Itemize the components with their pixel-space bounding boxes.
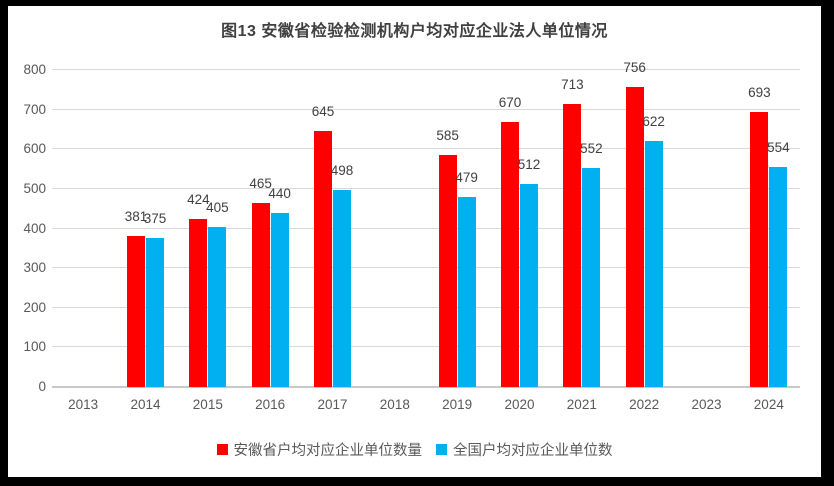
y-tick-label: 400 [23,220,46,236]
bar-value-label: 498 [330,162,354,178]
gridline [52,108,800,110]
legend-item: 安徽省户均对应企业单位数量 [216,439,423,460]
bar-value-label: 622 [642,113,665,129]
legend-item: 全国户均对应企业单位数 [436,439,613,460]
bar-value-label: 405 [206,199,229,215]
bar-series0-2021 [563,104,582,387]
y-tick-label: 100 [23,339,46,355]
chart-frame: 图13 安徽省检验检测机构户均对应企业法人单位情况 0 100 200 300 400 5… [8,6,821,477]
legend: 安徽省户均对应企业单位数量 全国户均对应企业单位数 [8,439,821,460]
bar-series0-2015 [189,219,208,387]
bar-value-label: 713 [561,77,584,93]
x-tick-label: 2020 [504,397,535,412]
bar-series0-2022 [625,87,644,387]
bar-series0-2016 [251,202,270,387]
y-axis: 0 100 200 300 400 500 600 700 800 [8,62,46,394]
bar-value-label: 381 [124,209,148,225]
gridline [52,346,800,348]
x-tick-label: 2014 [130,397,161,412]
legend-label: 安徽省户均对应企业单位数量 [233,443,423,459]
bar-series0-2020 [501,121,519,387]
x-axis: 2013 2014 2015 2016 2017 2018 2019 2020 2021 2022… [52,397,800,415]
bar-value-label: 479 [455,170,478,186]
bar-value-label: 670 [498,94,522,110]
bar-series1-2021 [582,168,601,387]
x-tick-label: 2021 [566,397,597,412]
y-tick-label: 700 [23,101,46,117]
y-tick-label: 200 [23,299,46,315]
x-tick-label: 2019 [442,397,473,412]
bar-value-label: 424 [187,192,210,207]
gridline [52,306,800,308]
x-tick-label: 2024 [753,397,784,412]
bar-value-label: 585 [436,128,459,144]
legend-label: 全国户均对应企业单位数 [453,443,613,459]
bar-series0-2017 [314,131,332,387]
x-tick-label: 2018 [379,397,410,412]
x-tick-label: 2013 [68,397,99,412]
x-tick-label: 2023 [691,397,722,412]
bar-series1-2020 [520,184,538,387]
chart-title: 图13 安徽省检验检测机构户均对应企业法人单位情况 [221,23,608,40]
gridline [52,227,800,229]
x-tick-label: 2015 [192,397,223,412]
bar-series1-2016 [270,212,289,387]
gridline [52,187,800,189]
x-tick-label: 2016 [255,397,286,412]
bar-series1-2017 [333,189,351,387]
bar-series0-2024 [750,112,769,387]
bar-series0-2019 [438,155,457,387]
bar-value-label: 756 [623,60,646,76]
bar-value-label: 693 [748,85,771,101]
x-tick-label: 2017 [317,397,348,412]
bar-value-label: 552 [580,141,603,157]
bar-series1-2022 [644,140,663,387]
gridline [52,69,800,70]
y-tick-label: 0 [38,379,46,394]
bar-value-label: 554 [767,140,790,156]
y-tick-label: 500 [23,180,46,196]
bar-value-label: 440 [268,185,291,201]
gridline [52,148,800,150]
y-tick-label: 300 [23,260,46,276]
gridline [52,267,800,269]
bar-series1-2014 [146,238,164,387]
x-tick-label: 2022 [629,397,660,412]
bar-value-label: 645 [311,104,335,120]
legend-swatch-icon [216,444,228,455]
bar-series1-2024 [769,167,788,387]
bar-series1-2019 [457,197,476,387]
y-tick-label: 600 [23,141,46,157]
bar-value-label: 465 [249,175,272,191]
bar-value-label: 375 [143,211,167,227]
bar-value-label: 512 [517,157,541,173]
plot-area: 381 424 465 645 585 670 713 756 693 375 405 440 498 4… [52,60,800,388]
bar-series1-2015 [208,226,227,387]
x-axis-line [52,386,800,388]
y-tick-label: 800 [23,62,46,77]
bar-series0-2014 [127,236,145,387]
legend-swatch-icon [436,444,447,455]
